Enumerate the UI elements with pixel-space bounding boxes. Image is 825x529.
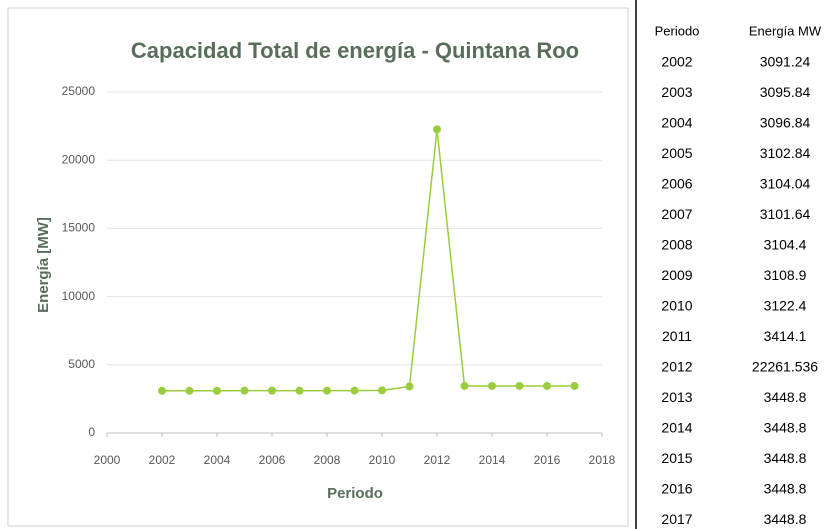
x-tick-label: 2004: [204, 453, 231, 467]
table-cell: 3414.1: [764, 328, 807, 344]
x-tick-label: 2000: [94, 453, 121, 467]
table-cell: 3095.84: [760, 84, 811, 100]
x-axis-label: Periodo: [327, 485, 383, 502]
table-cell: 2008: [661, 237, 692, 253]
x-tick-label: 2012: [424, 453, 451, 467]
x-tick-label: 2014: [479, 453, 506, 467]
x-tick-label: 2010: [369, 453, 396, 467]
x-tick-label: 2018: [589, 453, 616, 467]
table-cell: 2005: [661, 145, 692, 161]
table-cell: 3091.24: [760, 54, 811, 70]
table-cell: 2012: [661, 359, 692, 375]
table-cell: 2002: [661, 54, 692, 70]
table-header: Energía MW: [749, 23, 822, 38]
point: [240, 386, 249, 395]
point: [488, 381, 496, 390]
table-cell: 3448.8: [764, 511, 807, 527]
table-cell: 3104.4: [764, 237, 807, 253]
point: [460, 381, 469, 390]
table-cell: 3122.4: [764, 298, 807, 314]
table-cell: 3448.8: [764, 389, 807, 405]
point: [185, 386, 194, 395]
point: [323, 386, 331, 395]
y-tick-label: 5000: [68, 357, 95, 371]
point: [543, 381, 551, 390]
y-tick-label: 15000: [62, 221, 96, 235]
chart-frame: [7, 7, 629, 527]
x-tick-label: 2002: [149, 453, 176, 467]
table-cell: 3448.8: [764, 450, 807, 466]
table-cell: 3101.64: [760, 206, 811, 222]
table-cell: 2010: [661, 298, 692, 314]
point: [158, 386, 166, 395]
table-cell: 2007: [661, 206, 692, 222]
point: [213, 386, 221, 395]
table-cell: 2006: [661, 176, 692, 192]
point: [433, 125, 441, 134]
point: [268, 386, 276, 395]
point: [295, 386, 304, 395]
chart-title: Capacidad Total de energía - Quintana Ro…: [131, 38, 579, 63]
series-line: [161, 129, 575, 392]
point: [378, 386, 386, 395]
table-cell: 3096.84: [760, 115, 811, 131]
y-tick-label: 25000: [62, 84, 96, 98]
x-tick-label: 2006: [259, 453, 286, 467]
table-cell: 2011: [662, 328, 692, 344]
x-tick-label: 2016: [534, 453, 561, 467]
table-cell: 2013: [661, 389, 692, 405]
table-cell: 3104.04: [760, 176, 811, 192]
table-cell: 2016: [661, 481, 692, 497]
table-cell: 3448.8: [764, 481, 807, 497]
y-tick-label: 10000: [62, 289, 96, 303]
y-tick-label: 20000: [62, 152, 96, 166]
table-cell: 2003: [661, 84, 692, 100]
table-cell: 2015: [661, 450, 692, 466]
table-cell: 3102.84: [760, 145, 811, 161]
table-cell: 3448.8: [764, 420, 807, 436]
point: [405, 382, 414, 391]
y-axis-label: Energía [MW]: [35, 217, 52, 313]
table-cell: 3108.9: [764, 267, 807, 283]
y-tick-label: 0: [88, 425, 95, 439]
table-cell: 2009: [661, 267, 692, 283]
table-cell: 22261.536: [752, 359, 818, 375]
point: [570, 381, 579, 390]
point: [350, 386, 359, 395]
x-tick-label: 2008: [314, 453, 341, 467]
table-cell: 2014: [661, 420, 692, 436]
table-cell: 2017: [661, 511, 692, 527]
table-cell: 2004: [661, 115, 692, 131]
table-header: Periodo: [655, 23, 700, 38]
point: [515, 381, 524, 390]
